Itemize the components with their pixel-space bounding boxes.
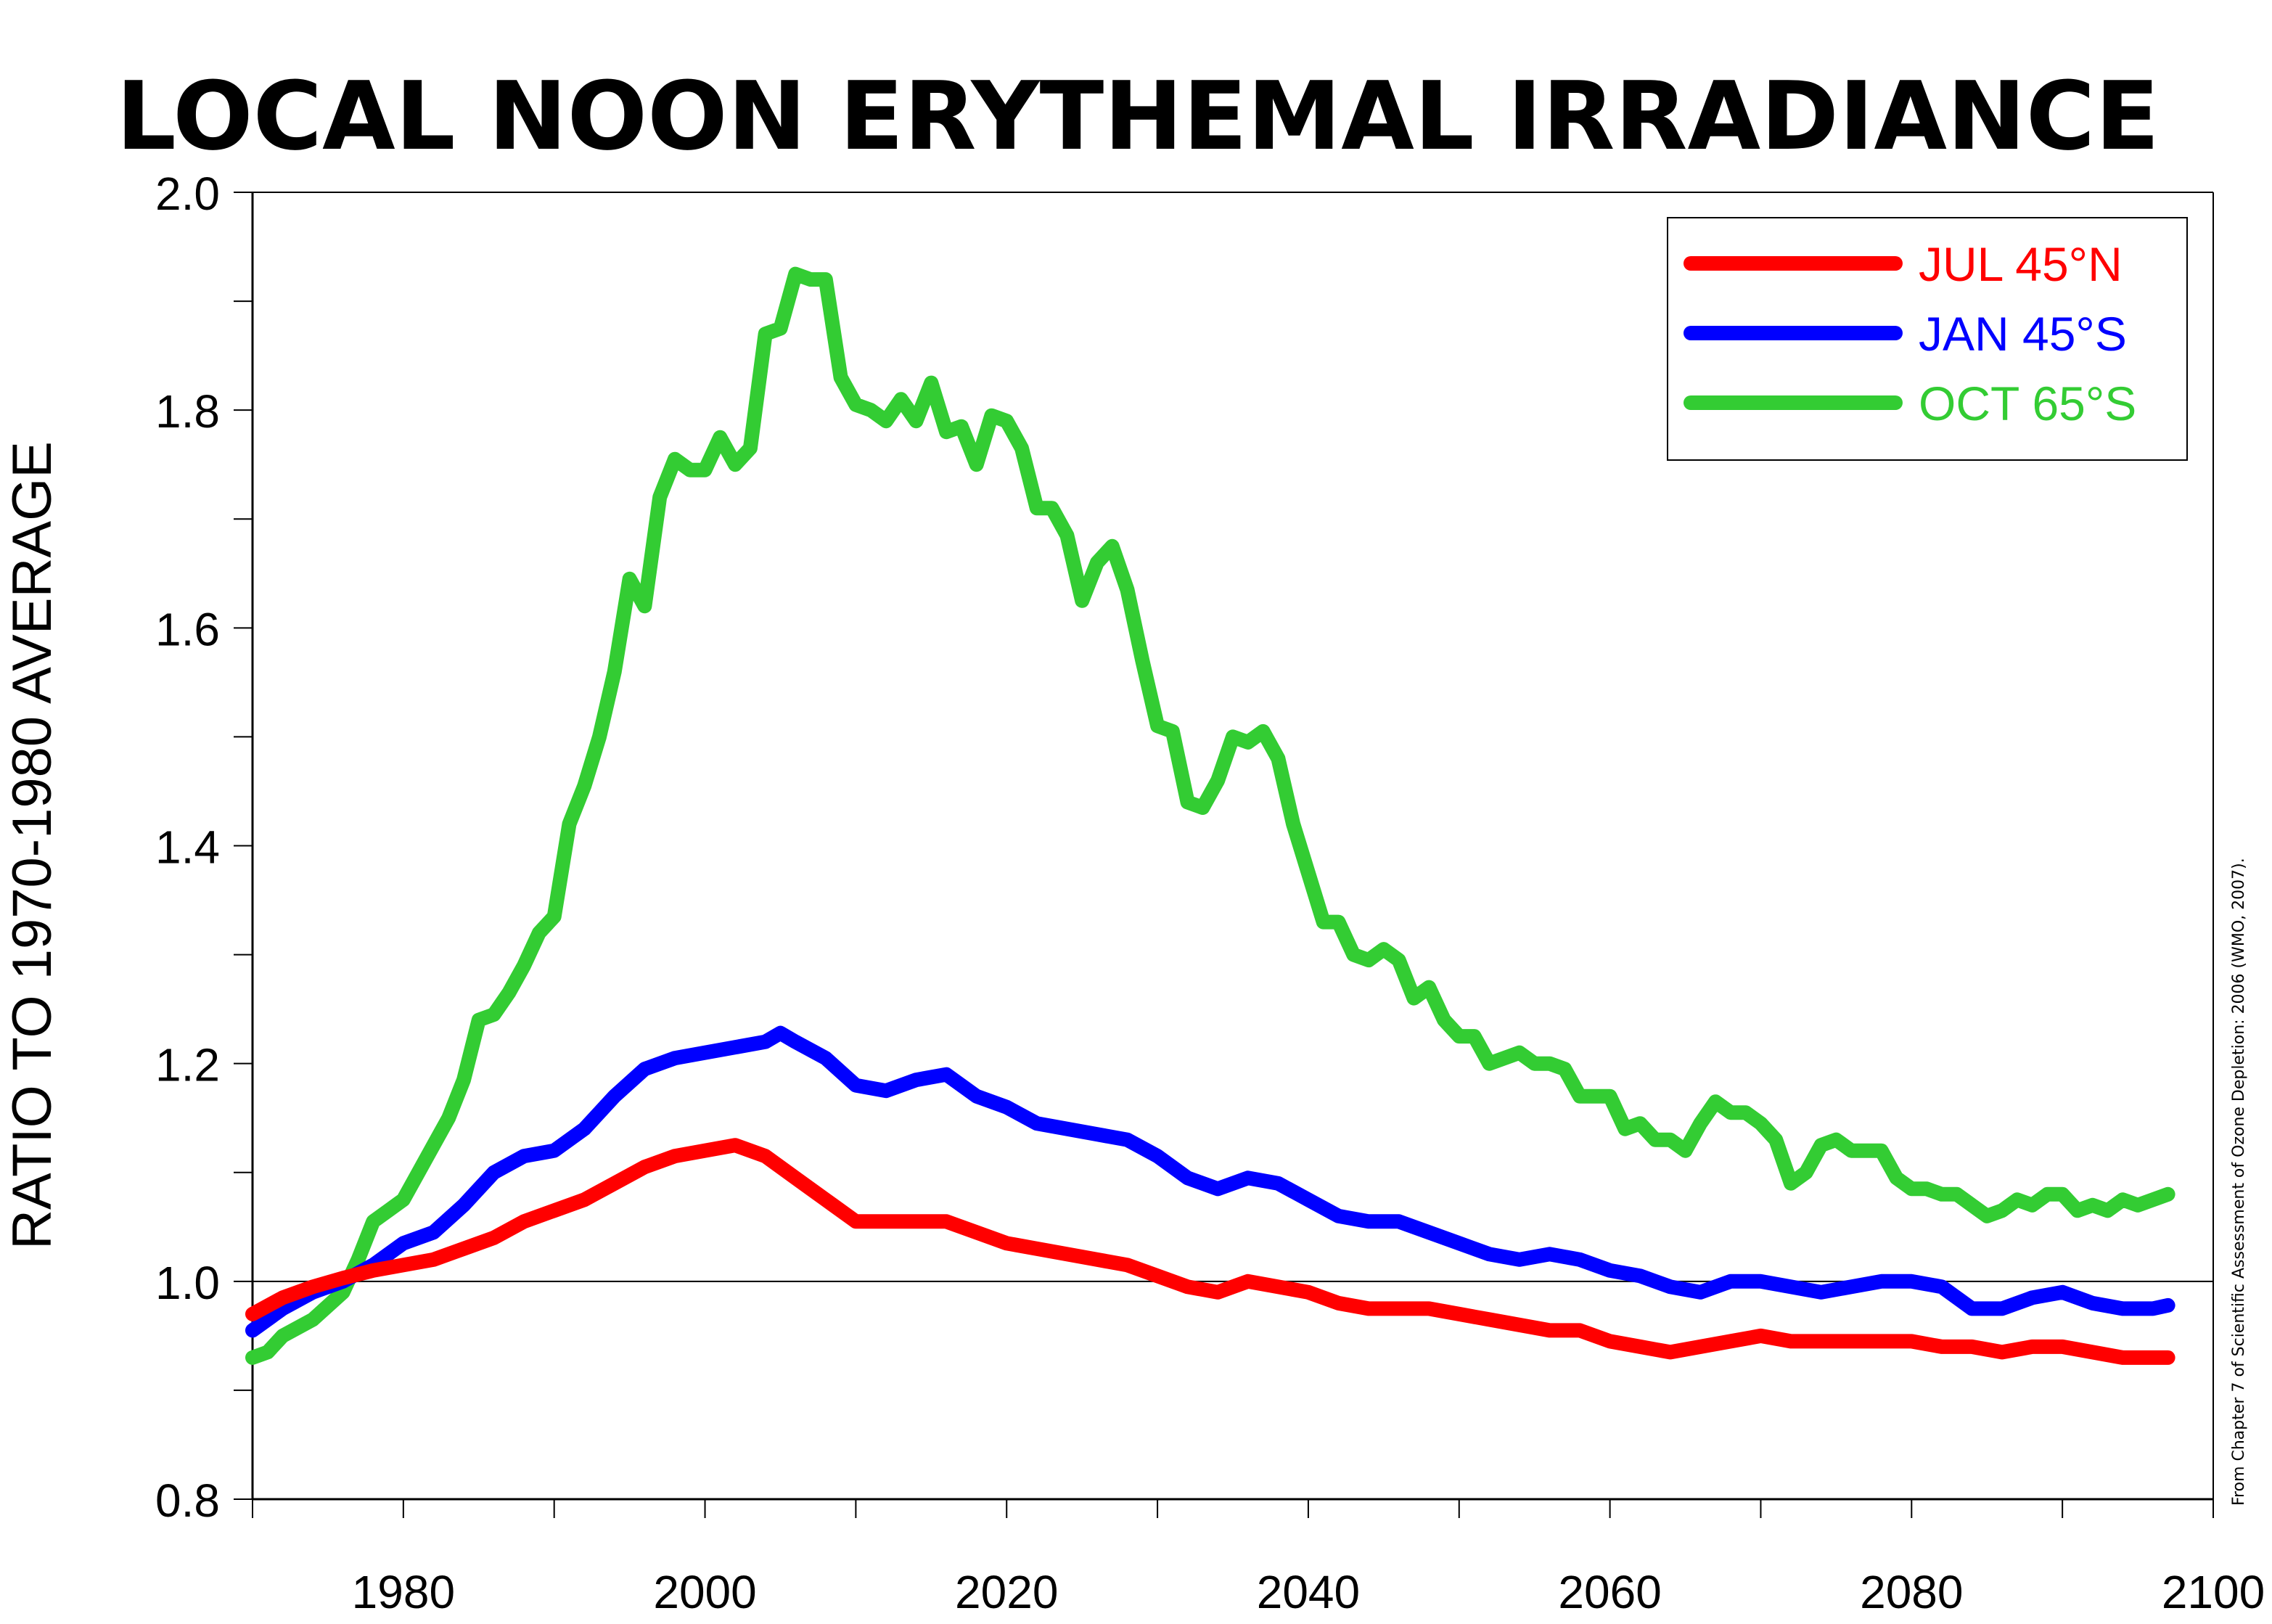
- y-tick-label: 0.8: [155, 1475, 220, 1527]
- series-line-2: [245, 266, 2175, 1365]
- y-axis-label: RATIO TO 1970-1980 AVERAGE: [1, 441, 63, 1250]
- y-tick-label: 2.0: [155, 168, 220, 220]
- y-tick-label: 1.6: [155, 603, 220, 655]
- legend-label: JAN 45°S: [1919, 307, 2127, 361]
- source-note: From Chapter 7 of Scientific Assessment …: [2230, 858, 2248, 1506]
- series-lines: [245, 266, 2175, 1365]
- y-tick-label: 1.8: [155, 385, 220, 438]
- legend-label: JUL 45°N: [1919, 237, 2123, 291]
- x-tick-label: 2040: [1257, 1566, 1360, 1618]
- x-tick-label: 2020: [955, 1566, 1058, 1618]
- x-tick-label: 2080: [1860, 1566, 1963, 1618]
- y-tick-label: 1.0: [155, 1257, 220, 1309]
- y-axis-ticks: 0.8 1.0 1.2 1.4 1.6 1.8 2.0: [155, 168, 253, 1527]
- x-tick-label: 2060: [1558, 1566, 1661, 1618]
- series-line-0: [245, 1138, 2175, 1365]
- series-line-1: [245, 1025, 2175, 1338]
- chart-title: LOCAL NOON ERYTHEMAL IRRADIANCE: [116, 61, 2160, 171]
- x-tick-label: 1980: [352, 1566, 455, 1618]
- legend-label: OCT 65°S: [1919, 377, 2136, 430]
- y-tick-label: 1.2: [155, 1039, 220, 1091]
- x-axis-ticks: 1980 2000 2020 2040 2060 2080 2100: [252, 1499, 2265, 1618]
- x-tick-label: 2100: [2162, 1566, 2265, 1618]
- x-tick-label: 2000: [653, 1566, 756, 1618]
- legend: JUL 45°N JAN 45°S OCT 65°S: [1667, 217, 2188, 461]
- y-tick-label: 1.4: [155, 821, 220, 874]
